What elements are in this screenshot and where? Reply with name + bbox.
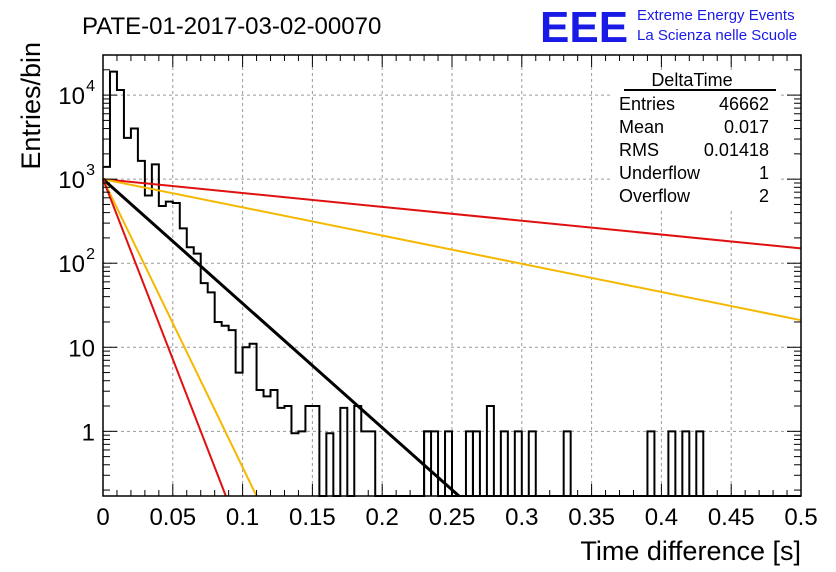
x-tick-label: 0.4 xyxy=(645,504,678,531)
x-tick-label: 0.25 xyxy=(429,504,476,531)
x-tick-label: 0.45 xyxy=(708,504,755,531)
eee-logo-letters: EEE xyxy=(540,3,628,52)
x-tick-label: 0.05 xyxy=(149,504,196,531)
stats-row-value: 1 xyxy=(759,163,769,183)
histogram-bin xyxy=(444,430,453,496)
grid-lines xyxy=(103,55,801,496)
histogram-bin xyxy=(695,430,705,496)
stats-row-value: 2 xyxy=(759,186,769,206)
x-tick-label: 0.5 xyxy=(784,504,817,531)
fit-lines xyxy=(102,178,802,498)
fit-line-2 xyxy=(102,178,802,322)
fit-line-3 xyxy=(102,178,460,498)
histogram-bin xyxy=(471,430,481,496)
x-axis-title: Time difference [s] xyxy=(580,536,801,566)
histogram-bin xyxy=(513,430,523,496)
y-tick-label: 10 xyxy=(58,167,85,194)
stats-row-value: 0.017 xyxy=(724,117,769,137)
histogram-bin xyxy=(681,430,691,496)
histogram-bin xyxy=(562,430,572,496)
fit-line-5 xyxy=(102,178,227,497)
x-tick-label: 0.2 xyxy=(366,504,399,531)
y-axis-title: Entries/bin xyxy=(16,42,46,170)
y-tick-label: 1 xyxy=(82,419,95,446)
eee-logo-line1: Extreme Energy Events xyxy=(637,7,795,24)
histogram-bin xyxy=(527,430,537,496)
stats-row-label: Overflow xyxy=(619,186,691,206)
stats-row-label: Underflow xyxy=(619,163,701,183)
fit-line-4 xyxy=(102,178,258,497)
run-title: PATE-01-2017-03-02-00070 xyxy=(82,13,381,40)
eee-logo-line2: La Scienza nelle Scuole xyxy=(637,27,797,44)
axes: 0 0.05 0.1 0.15 0.2 0.25 0.3 0.35 0.4 0.45 0.5 1 10 1… xyxy=(58,54,818,531)
stats-row-label: RMS xyxy=(619,140,659,160)
y-tick-label-exponent: 3 xyxy=(86,162,95,179)
x-tick-label: 0 xyxy=(96,504,109,531)
eee-logo: EEE Extreme Energy Events La Scienza nel… xyxy=(540,3,797,52)
stats-row-value: 46662 xyxy=(719,94,769,114)
stats-row-label: Mean xyxy=(619,117,664,137)
y-tick-label-exponent: 4 xyxy=(86,78,95,95)
y-tick-label: 10 xyxy=(58,83,85,110)
x-tick-label: 0.3 xyxy=(505,504,538,531)
x-tick-label: 0.35 xyxy=(568,504,615,531)
histogram-bin xyxy=(499,430,509,496)
x-tick-label: 0.1 xyxy=(226,504,259,531)
histogram-bin xyxy=(485,405,495,496)
y-tick-label: 10 xyxy=(58,251,85,278)
y-tick-label: 10 xyxy=(68,335,95,362)
stats-row-label: Entries xyxy=(619,94,675,114)
histogram-bin xyxy=(667,430,677,496)
x-tick-label: 0.15 xyxy=(289,504,336,531)
stats-box: DeltaTime Entries 46662 Mean 0.017 RMS 0.0141… xyxy=(612,70,780,210)
histogram-bin xyxy=(646,430,656,496)
fit-line-1 xyxy=(102,178,802,250)
y-tick-label-exponent: 2 xyxy=(86,246,95,263)
stats-row-value: 0.01418 xyxy=(704,140,769,160)
stats-box-title: DeltaTime xyxy=(651,70,732,90)
